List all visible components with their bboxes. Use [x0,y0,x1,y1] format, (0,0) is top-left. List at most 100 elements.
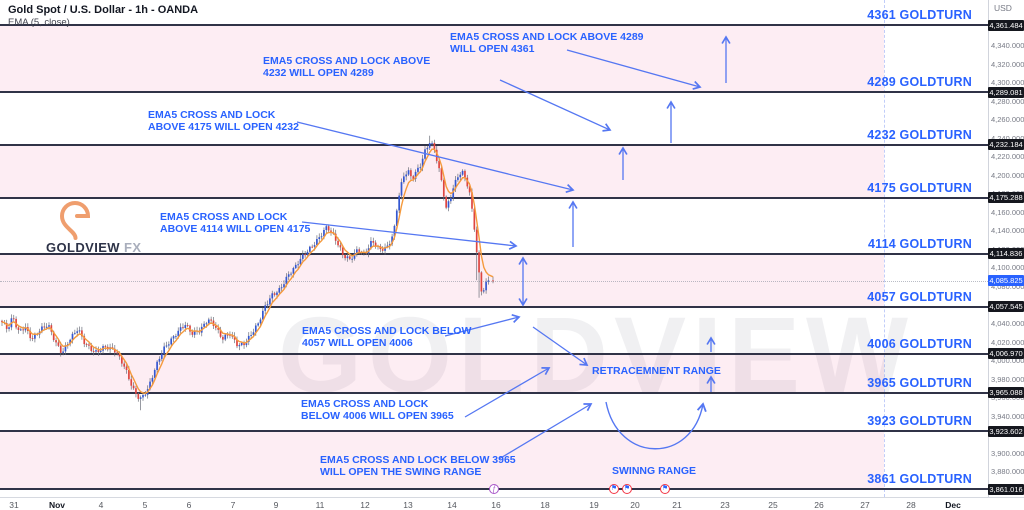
ema5-line[interactable] [1,148,494,395]
candle-body [452,188,455,198]
time-axis-label: 28 [906,500,916,510]
candle-body [210,319,212,321]
brand-logo: GOLDVIEW FX [46,240,141,255]
candle-body [104,346,107,347]
price-tick-label: 4,100.000 [991,263,1024,273]
candle-body [254,325,257,333]
time-axis-label: 18 [540,500,550,510]
goldturn-level-line[interactable] [0,305,988,308]
candle-body [81,330,83,337]
goldturn-level-line[interactable] [0,24,988,26]
goldturn-level-line[interactable] [0,352,988,355]
candle-body [283,284,285,288]
goldturn-label[interactable]: 4289 GOLDTURN [867,75,972,90]
candle-body [473,208,476,230]
goldturn-label[interactable]: 4175 GOLDTURN [867,180,972,195]
candle-body [8,327,10,329]
goldturn-level-line[interactable] [0,196,988,199]
candle-body [400,182,403,196]
candle-body [426,147,429,150]
price-axis-label: 4,175.288 [988,192,1024,204]
candle-body [287,274,290,277]
goldturn-label[interactable]: 4361 GOLDTURN [867,8,972,22]
candle-body [337,240,339,246]
candle-body [153,370,156,378]
candle-body [487,280,490,282]
annotation-text[interactable]: EMA5 CROSS AND LOCK ABOVE 4114 WILL OPEN … [160,211,311,235]
goldturn-level-line[interactable] [0,252,988,255]
candle-body [17,327,20,330]
candle-body [139,397,142,399]
candle-body [231,335,234,337]
candle-body [301,254,304,259]
candle-body [259,319,262,324]
candle-body [160,353,163,359]
goldturn-label[interactable]: 3923 GOLDTURN [867,414,972,428]
candle-body [250,335,252,336]
candle-body [325,226,328,230]
annotation-text[interactable]: EMA5 CROSS AND LOCK BELOW 4057 WILL OPEN … [302,325,472,349]
indicator-legend[interactable]: EMA (5, close) [8,17,70,28]
price-tick-label: 3,940.000 [991,411,1024,421]
candle-body [233,336,236,340]
time-axis-label: 16 [491,500,501,510]
candle-body [269,298,271,305]
candle-body [193,330,196,335]
candle-body [57,342,60,346]
time-axis[interactable]: 31 Nov 4 5 6 7 9 11 12 13 14 16 18 19 20 21 23 25 26 27 28 De… [0,497,1024,510]
event-function-icon[interactable]: f [489,484,499,494]
candle-body [95,350,97,352]
candle-body [165,345,168,347]
annotation-text[interactable]: EMA5 CROSS AND LOCK ABOVE 4175 WILL OPEN … [148,109,299,133]
candle-body [431,142,433,144]
time-axis-label: 9 [273,500,279,510]
economic-event-flag-icon[interactable]: ⚑ [622,484,632,494]
goldturn-label[interactable]: 4232 GOLDTURN [867,127,972,142]
economic-event-flag-icon[interactable]: ⚑ [660,484,670,494]
candle-body [5,323,8,329]
candle-body [395,210,398,226]
goldturn-level-line[interactable] [0,91,988,94]
candle-body [170,338,173,345]
candle-body [24,327,27,331]
goldturn-label[interactable]: 3965 GOLDTURN [867,375,972,390]
economic-event-flag-icon[interactable]: ⚑ [609,484,619,494]
goldturn-label[interactable]: 4057 GOLDTURN [867,289,972,304]
annotation-text[interactable]: SWINNG RANGE [612,465,696,477]
annotation-text[interactable]: EMA5 CROSS AND LOCK ABOVE 4232 WILL OPEN … [263,55,431,79]
price-tick-label: 3,980.000 [991,374,1024,384]
candle-body [403,176,405,183]
goldturn-level-line[interactable] [0,430,988,432]
candle-body [177,330,180,337]
symbol-title[interactable]: Gold Spot / U.S. Dollar - 1h - OANDA [8,4,199,16]
goldturn-label[interactable]: 3861 GOLDTURN [867,472,972,486]
candle-body [381,249,384,251]
candle-body [450,198,452,202]
candle-body [292,268,295,274]
candle-body [339,245,342,248]
goldturn-label[interactable]: 4114 GOLDTURN [867,236,972,251]
price-axis-label: 4,114.836 [988,248,1024,260]
price-axis-label: 3,965.088 [988,387,1024,398]
time-axis-label: 31 [9,500,19,510]
price-tick-label: 4,160.000 [991,207,1024,217]
candle-body [156,361,158,370]
annotation-text[interactable]: EMA5 CROSS AND LOCK ABOVE 4289 WILL OPEN … [450,31,644,55]
candle-body [353,253,356,259]
annotation-text[interactable]: EMA5 CROSS AND LOCK BELOW 4006 WILL OPEN … [301,398,454,422]
goldturn-label[interactable]: 4006 GOLDTURN [867,336,972,351]
price-tick-label: 4,280.000 [991,96,1024,106]
goldturn-band [0,25,884,93]
price-tick-label: 4,200.000 [991,170,1024,180]
candle-body [311,246,314,248]
candle-body [85,344,88,345]
candle-body [471,192,473,209]
price-axis-currency: USD [994,3,1012,13]
annotation-text[interactable]: EMA5 CROSS AND LOCK BELOW 3965 WILL OPEN … [320,454,516,478]
annotation-text[interactable]: RETRACEMNENT RANGE [592,365,721,377]
candle-body [372,241,375,243]
time-axis-label: 5 [142,500,148,510]
candle-body [92,351,95,352]
candle-body [407,170,410,175]
candle-body [219,329,222,337]
